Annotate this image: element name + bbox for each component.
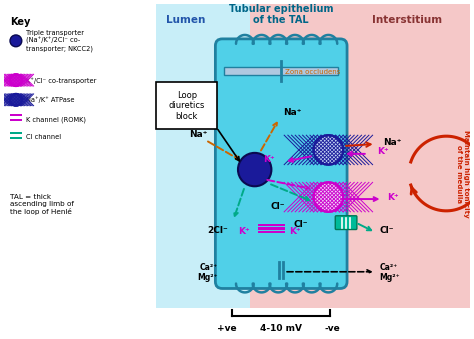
Text: Na⁺: Na⁺ bbox=[283, 108, 301, 117]
Text: Ca²⁺: Ca²⁺ bbox=[380, 263, 398, 272]
Bar bbox=[224, 67, 338, 75]
Circle shape bbox=[10, 74, 22, 86]
Circle shape bbox=[10, 35, 22, 47]
Text: 2Cl⁻: 2Cl⁻ bbox=[207, 226, 228, 235]
Text: TAL = thick
ascending limb of
the loop of Henlé: TAL = thick ascending limb of the loop o… bbox=[10, 194, 74, 215]
Bar bbox=[10, 114, 22, 116]
Text: -ve: -ve bbox=[324, 324, 340, 333]
Text: Interstitium: Interstitium bbox=[372, 15, 442, 25]
Text: Ca²⁺: Ca²⁺ bbox=[200, 263, 219, 272]
Text: Tubular epithelium
of the TAL: Tubular epithelium of the TAL bbox=[229, 3, 334, 25]
Text: +ve: +ve bbox=[218, 324, 237, 333]
Text: K⁺: K⁺ bbox=[264, 155, 275, 164]
Text: Key: Key bbox=[10, 17, 30, 27]
Text: Na⁺: Na⁺ bbox=[383, 138, 402, 146]
Bar bbox=[4, 4, 156, 338]
Bar bbox=[258, 231, 285, 233]
Circle shape bbox=[314, 182, 343, 212]
Text: K⁺: K⁺ bbox=[377, 147, 389, 156]
Text: Cl⁻: Cl⁻ bbox=[270, 202, 284, 212]
FancyBboxPatch shape bbox=[335, 216, 357, 230]
Text: Cl⁻: Cl⁻ bbox=[380, 226, 394, 235]
Bar bbox=[258, 227, 285, 230]
Text: Cl⁻: Cl⁻ bbox=[293, 220, 308, 229]
Text: Maintain high tonicity
of the medulla: Maintain high tonicity of the medulla bbox=[456, 129, 468, 217]
Text: Na⁺/K⁺ ATPase: Na⁺/K⁺ ATPase bbox=[26, 96, 74, 103]
Text: K⁺: K⁺ bbox=[238, 227, 250, 236]
Circle shape bbox=[10, 94, 22, 106]
Circle shape bbox=[314, 135, 343, 165]
Circle shape bbox=[238, 153, 272, 186]
FancyBboxPatch shape bbox=[156, 82, 218, 129]
Text: Mg²⁺: Mg²⁺ bbox=[198, 273, 219, 282]
Text: K⁺: K⁺ bbox=[387, 193, 399, 202]
Bar bbox=[250, 4, 470, 308]
Text: Cl channel: Cl channel bbox=[26, 134, 61, 140]
Text: Triple transporter
(Na⁺/K⁺/2Cl⁻ co-
transporter; NKCC2): Triple transporter (Na⁺/K⁺/2Cl⁻ co- tran… bbox=[26, 30, 93, 52]
Bar bbox=[10, 132, 22, 134]
Bar bbox=[10, 119, 22, 121]
Text: Na⁺: Na⁺ bbox=[190, 130, 208, 139]
Bar bbox=[10, 137, 22, 139]
Text: Mg²⁺: Mg²⁺ bbox=[380, 273, 400, 282]
Text: K channel (ROMK): K channel (ROMK) bbox=[26, 116, 86, 123]
Bar bbox=[156, 4, 250, 308]
Text: K⁺/Cl⁻ co-transporter: K⁺/Cl⁻ co-transporter bbox=[26, 77, 96, 83]
Bar bbox=[258, 224, 285, 226]
FancyBboxPatch shape bbox=[215, 39, 347, 288]
Text: Zona occludens: Zona occludens bbox=[285, 69, 340, 75]
Text: Lumen: Lumen bbox=[166, 15, 206, 25]
Text: K⁺: K⁺ bbox=[289, 227, 301, 236]
Text: 4-10 mV: 4-10 mV bbox=[260, 324, 302, 333]
Text: Loop
diuretics
block: Loop diuretics block bbox=[169, 91, 205, 121]
